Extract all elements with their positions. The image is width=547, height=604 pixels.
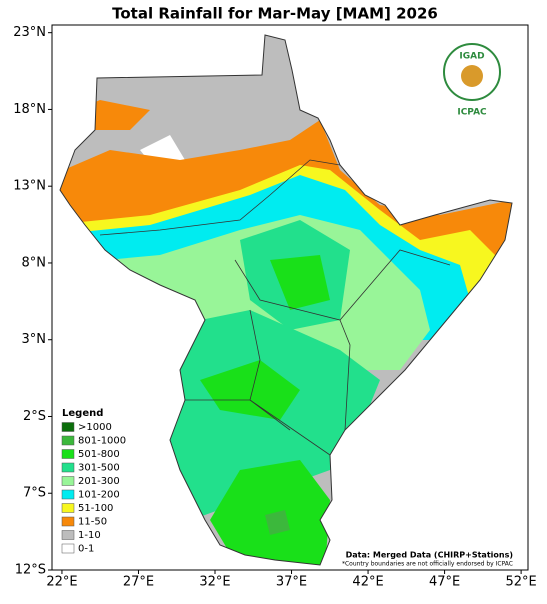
data-source: Data: Merged Data (CHIRP+Stations): [346, 551, 513, 560]
logo-name: IGAD: [459, 52, 484, 62]
legend-label: 0-1: [78, 544, 94, 555]
y-tick-label: 12°S: [15, 563, 46, 578]
legend-label: 201-300: [78, 476, 120, 487]
x-tick-label: 47°E: [429, 575, 460, 590]
logo-emblem: [461, 65, 483, 87]
y-tick-label: 2°S: [23, 409, 46, 424]
x-tick-label: 32°E: [199, 575, 230, 590]
legend-label: 101-200: [78, 490, 120, 501]
legend-label: 501-800: [78, 449, 120, 460]
legend-swatch: [61, 503, 75, 513]
legend-swatch: [61, 449, 75, 459]
x-tick-label: 22°E: [46, 575, 77, 590]
y-tick-label: 18°N: [13, 102, 46, 117]
y-tick-label: 7°S: [23, 486, 46, 501]
x-tick-label: 52°E: [505, 575, 536, 590]
legend-label: 301-500: [78, 463, 120, 474]
footnote: *Country boundaries are not officially e…: [342, 561, 513, 568]
x-tick-label: 42°E: [352, 575, 383, 590]
legend-swatch: [61, 435, 75, 446]
y-tick-label: 23°N: [13, 25, 46, 40]
map-title: Total Rainfall for Mar-May [MAM] 2026: [112, 5, 438, 23]
y-tick-label: 3°N: [22, 332, 47, 347]
x-tick-label: 37°E: [276, 575, 307, 590]
legend-swatch: [61, 476, 75, 486]
legend-label: 11-50: [78, 517, 107, 528]
legend-label: 1-10: [78, 530, 101, 541]
legend-swatch: [61, 530, 75, 540]
y-tick-label: 13°N: [13, 179, 46, 194]
legend-swatch: [61, 489, 75, 500]
legend-title: Legend: [62, 408, 103, 419]
legend-label: 801-1000: [78, 436, 126, 447]
legend-swatch: [61, 422, 75, 432]
legend-label: 51-100: [78, 503, 113, 514]
region-outline: [59, 34, 513, 566]
country-borders: [99, 159, 451, 456]
x-tick-label: 27°E: [123, 575, 154, 590]
legend-swatch: [61, 543, 75, 554]
legend-swatch: [61, 516, 75, 527]
legend-swatch: [61, 462, 75, 473]
legend-label: >1000: [78, 422, 112, 433]
y-tick-label: 8°N: [22, 255, 47, 270]
logo-org: ICPAC: [457, 108, 487, 118]
